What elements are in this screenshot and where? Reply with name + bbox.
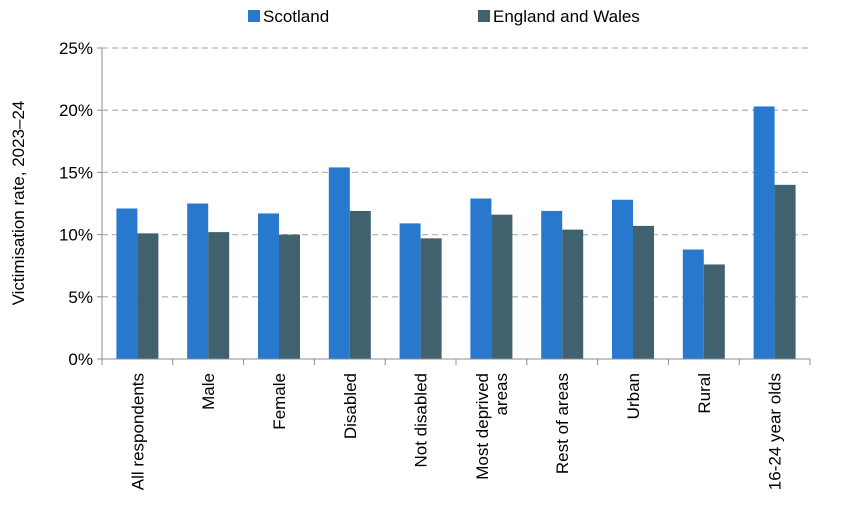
- legend-label: England and Wales: [493, 7, 640, 26]
- bar-england-and-wales: [208, 232, 230, 359]
- bar-england-and-wales: [633, 225, 654, 359]
- y-tick-label: 20%: [59, 101, 93, 120]
- bar-england-and-wales: [279, 234, 300, 359]
- axes: [101, 48, 811, 365]
- legend-swatch: [248, 10, 260, 22]
- x-tick-label: Female: [270, 373, 289, 430]
- bar-scotland: [753, 106, 775, 359]
- bar-scotland: [328, 167, 350, 359]
- legend-label: Scotland: [263, 7, 329, 26]
- legend: Scotland England and Wales: [248, 7, 640, 26]
- bar-england-and-wales: [349, 210, 371, 359]
- bar-england-and-wales: [562, 229, 584, 359]
- y-tick-labels: 0% 5% 10% 15% 20% 25%: [59, 39, 93, 369]
- x-tick-labels: All respondents Male Female Disabled Not dis…: [128, 373, 784, 490]
- x-tick-label: 16-24 year olds: [766, 373, 785, 490]
- y-tick-label: 10%: [59, 226, 93, 245]
- x-tick-label: areas: [492, 373, 511, 416]
- bar-scotland: [116, 208, 138, 359]
- x-tick-label: Rural: [695, 373, 714, 414]
- x-tick-label: Urban: [624, 373, 643, 419]
- y-tick-label: 5%: [68, 288, 93, 307]
- bar-england-and-wales: [774, 184, 796, 359]
- x-tick-label: Disabled: [341, 373, 360, 439]
- bar-england-and-wales: [420, 238, 442, 359]
- bar-scotland: [258, 213, 279, 359]
- bar-scotland: [399, 223, 421, 359]
- bar-scotland: [187, 203, 209, 359]
- bar-scotland: [682, 249, 704, 359]
- y-tick-label: 25%: [59, 39, 93, 58]
- bar-scotland: [541, 210, 563, 359]
- x-tick-label: All respondents: [128, 373, 147, 490]
- y-tick-label: 15%: [59, 163, 93, 182]
- bar-england-and-wales: [137, 233, 159, 359]
- y-axis-title: Victimisation rate, 2023–24: [9, 101, 28, 306]
- y-tick-label: 0%: [68, 350, 93, 369]
- bar-scotland: [612, 199, 633, 359]
- x-tick-label: Male: [199, 373, 218, 410]
- bar-scotland: [470, 198, 492, 359]
- legend-swatch: [478, 10, 490, 22]
- bars: [116, 106, 796, 359]
- x-tick-label: Rest of areas: [553, 373, 572, 474]
- bar-england-and-wales: [703, 264, 725, 359]
- x-tick-label: Most deprived: [473, 373, 492, 480]
- bar-england-and-wales: [491, 214, 513, 359]
- x-tick-label: Not disabled: [412, 373, 431, 468]
